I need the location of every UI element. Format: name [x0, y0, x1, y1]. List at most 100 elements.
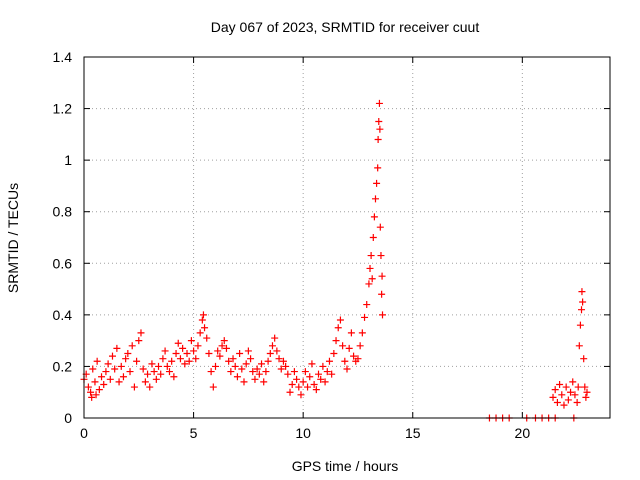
data-point: [579, 298, 587, 306]
data-point: [378, 290, 386, 298]
data-point: [310, 380, 318, 388]
data-point: [358, 329, 366, 337]
data-point: [91, 378, 99, 386]
data-point: [304, 383, 312, 391]
data-point: [354, 355, 362, 363]
data-point: [133, 357, 141, 365]
data-point: [168, 357, 176, 365]
y-tick-label: 0: [64, 410, 72, 426]
data-point: [247, 355, 255, 363]
data-point: [155, 362, 163, 370]
data-point: [560, 401, 568, 409]
data-point: [95, 386, 103, 394]
data-point: [301, 368, 309, 376]
data-point: [174, 339, 182, 347]
data-point: [369, 234, 377, 241]
data-point: [244, 347, 252, 355]
data-point: [341, 357, 349, 365]
data-point: [328, 370, 336, 378]
data-point: [104, 360, 112, 368]
data-point: [209, 383, 217, 391]
data-point: [113, 344, 121, 352]
data-point: [277, 365, 285, 373]
data-point: [582, 393, 590, 401]
data-point: [242, 360, 250, 368]
data-point: [115, 378, 123, 386]
data-point: [150, 368, 158, 376]
data-point: [163, 362, 171, 370]
data-point: [181, 360, 189, 368]
data-point: [268, 342, 276, 350]
data-point: [172, 350, 180, 358]
data-point: [553, 399, 561, 407]
data-point: [345, 344, 353, 352]
x-tick-label: 10: [295, 425, 311, 441]
data-point: [122, 355, 130, 363]
data-point: [135, 337, 143, 345]
data-point: [255, 370, 263, 378]
plot-frame: [83, 56, 611, 419]
data-point: [126, 368, 134, 376]
data-point: [249, 368, 257, 376]
data-point: [378, 272, 386, 280]
data-point: [343, 365, 351, 373]
data-point: [580, 355, 588, 363]
data-point: [214, 347, 222, 355]
data-point: [148, 360, 156, 368]
data-point: [253, 365, 261, 373]
data-point: [88, 393, 96, 401]
data-point: [111, 365, 119, 373]
data-point: [218, 342, 226, 350]
data-point: [332, 337, 340, 345]
data-point: [192, 355, 200, 363]
y-tick-label: 1.4: [53, 49, 73, 65]
data-point: [176, 355, 184, 363]
data-point: [558, 391, 566, 399]
data-point: [567, 388, 575, 396]
data-point: [347, 329, 355, 337]
data-point: [236, 350, 244, 358]
data-point: [190, 347, 198, 355]
data-point: [264, 357, 272, 365]
data-point: [266, 350, 274, 358]
data-point: [185, 357, 193, 365]
data-point: [370, 213, 378, 221]
data-point: [368, 275, 376, 283]
data-point: [203, 334, 211, 342]
data-point: [365, 280, 373, 288]
data-point: [323, 368, 331, 376]
data-point: [549, 393, 557, 401]
data-point: [128, 342, 136, 350]
data-point: [315, 370, 323, 378]
y-axis-label: SRMTID / TECUs: [5, 183, 21, 293]
data-point: [334, 324, 342, 332]
data-point: [106, 375, 114, 383]
data-point: [367, 252, 375, 260]
data-point: [212, 362, 219, 370]
data-point: [231, 362, 239, 370]
data-point: [571, 391, 579, 399]
data-point: [295, 383, 303, 391]
data-point: [375, 99, 383, 107]
data-point: [569, 378, 577, 386]
data-point: [117, 362, 125, 370]
data-point: [205, 350, 213, 358]
data-point: [137, 329, 145, 337]
data-point: [262, 368, 270, 376]
data-point: [240, 378, 248, 386]
data-point: [275, 355, 283, 363]
data-point: [573, 399, 581, 407]
data-point: [379, 311, 387, 319]
data-point: [377, 252, 385, 260]
data-point: [201, 324, 209, 332]
data-point: [317, 375, 325, 383]
data-point: [576, 321, 584, 329]
data-point: [124, 350, 132, 358]
y-tick-label: 0.6: [53, 255, 73, 271]
data-point: [374, 136, 382, 144]
data-point: [229, 355, 237, 363]
data-point: [306, 373, 314, 381]
chart-title: Day 067 of 2023, SRMTID for receiver cuu…: [211, 19, 480, 35]
data-point: [196, 329, 204, 337]
